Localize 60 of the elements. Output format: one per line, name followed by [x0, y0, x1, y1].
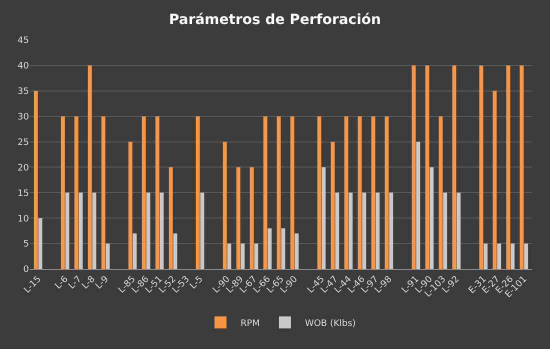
- bar: [276, 116, 281, 269]
- y-tick-label: 0: [23, 265, 30, 276]
- legend-label: WOB (Klbs): [304, 318, 356, 329]
- bar: [344, 116, 348, 269]
- bar: [168, 167, 173, 269]
- bar: [268, 228, 272, 269]
- bar: [510, 244, 515, 269]
- y-tick-label: 20: [18, 163, 30, 174]
- x-tick-label: L-9: [94, 274, 112, 292]
- bar: [78, 192, 83, 269]
- bar: [254, 244, 258, 269]
- bar: [74, 116, 78, 269]
- y-tick-label: 40: [18, 62, 30, 72]
- x-tick-label: L-5: [188, 274, 206, 292]
- legend-label: RPM: [240, 318, 260, 329]
- bar: [60, 116, 65, 269]
- bar: [443, 192, 448, 269]
- bar: [250, 167, 254, 269]
- bar: [317, 116, 322, 269]
- bar: [155, 116, 160, 269]
- bar: [101, 116, 106, 269]
- y-tick-label: 25: [18, 138, 29, 148]
- bar: [416, 142, 420, 269]
- bar: [236, 167, 240, 269]
- bar: [34, 90, 38, 269]
- bar: [430, 167, 434, 269]
- bar: [520, 65, 524, 269]
- y-tick-label: 45: [18, 36, 29, 46]
- chart-title: Parámetros de Perforación: [169, 12, 381, 28]
- bar: [335, 192, 340, 269]
- bar: [290, 116, 294, 269]
- bar: [497, 244, 502, 269]
- bar: [142, 116, 146, 269]
- bar: [376, 192, 380, 269]
- bar: [240, 244, 245, 269]
- bar: [38, 218, 42, 269]
- bar: [330, 142, 335, 269]
- bar: [456, 192, 461, 269]
- y-tick-label: 15: [18, 188, 29, 199]
- bar: [222, 142, 227, 269]
- bar: [65, 192, 70, 269]
- bar: [362, 192, 366, 269]
- bar: [263, 116, 268, 269]
- y-tick-label: 30: [18, 112, 30, 122]
- bar: [196, 116, 200, 269]
- bar: [348, 192, 353, 269]
- bar: [281, 228, 286, 269]
- bar: [506, 65, 510, 269]
- bar: [88, 65, 92, 269]
- y-tick-label: 35: [18, 87, 29, 98]
- bar: [294, 233, 299, 269]
- bar: [322, 167, 326, 269]
- y-tick-label: 5: [23, 240, 29, 250]
- bar: [227, 244, 232, 269]
- bar: [389, 192, 394, 269]
- bar: [484, 244, 488, 269]
- bar: [128, 142, 132, 269]
- y-tick-label: 10: [18, 214, 30, 224]
- bar: [358, 116, 362, 269]
- bar: [524, 244, 528, 269]
